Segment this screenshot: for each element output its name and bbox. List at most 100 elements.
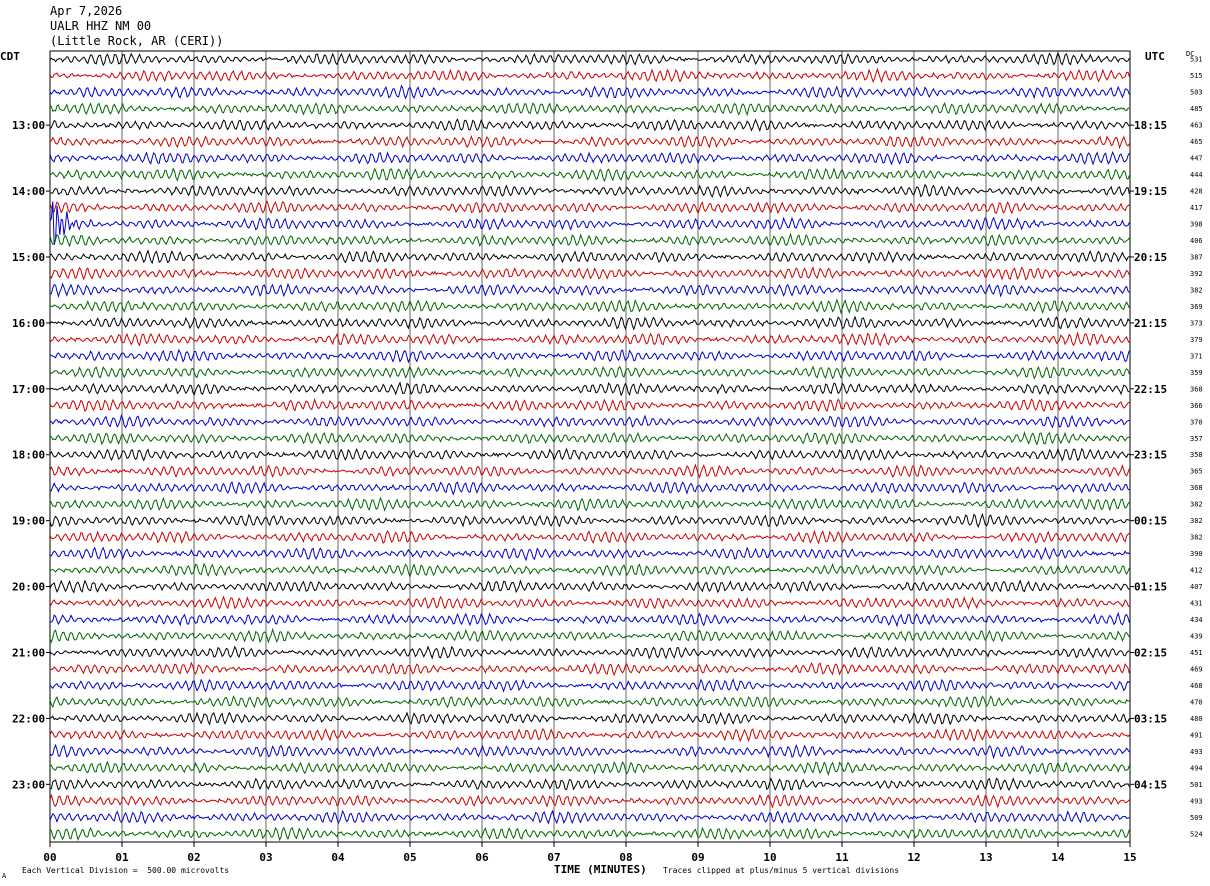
trace-row: [49, 348, 1130, 364]
left-hour-label: 22:00: [12, 712, 45, 725]
dc-offset-label: 468: [1190, 682, 1203, 690]
dc-offset-header: DC: [1186, 50, 1195, 58]
chart-date: Apr 7,2026: [50, 4, 123, 18]
left-hour-label: 15:00: [12, 251, 45, 264]
dc-offset-label: 509: [1190, 814, 1203, 822]
x-tick-label: 02: [187, 851, 200, 864]
x-axis-title: TIME (MINUTES): [554, 863, 647, 876]
station-code: UALR HHZ NM 00: [50, 19, 152, 33]
right-timezone-label: UTC: [1145, 50, 1165, 63]
dc-offset-label: 359: [1190, 369, 1203, 377]
right-hour-label: 23:15: [1134, 449, 1167, 462]
trace-row: [49, 201, 1130, 246]
dc-offset-label: 417: [1190, 204, 1203, 212]
trace-row: [49, 595, 1130, 611]
dc-offset-label: 494: [1190, 764, 1203, 772]
right-hour-label: 00:15: [1134, 515, 1167, 528]
left-hour-label: 18:00: [12, 449, 45, 462]
dc-offset-label: 407: [1190, 583, 1203, 591]
dc-offset-label: 398: [1190, 221, 1203, 229]
trace-row: [49, 793, 1130, 809]
right-hour-label: 22:15: [1134, 383, 1167, 396]
trace-row: [49, 777, 1130, 792]
x-tick-label: 04: [331, 851, 345, 864]
trace-row: [49, 150, 1130, 166]
trace-row: [49, 760, 1130, 776]
station-location: (Little Rock, AR (CERI)): [50, 34, 224, 48]
dc-offset-label: 382: [1190, 517, 1203, 525]
trace-row: [49, 249, 1130, 265]
right-hour-label: 02:15: [1134, 646, 1167, 659]
dc-offset-label: 392: [1190, 270, 1203, 278]
dc-offset-label: 358: [1190, 451, 1203, 459]
dc-offset-label: 366: [1190, 402, 1203, 410]
dc-offset-label: 463: [1190, 122, 1203, 130]
dc-offset-label: 382: [1190, 501, 1203, 509]
dc-offset-label: 439: [1190, 633, 1203, 641]
trace-row: [49, 232, 1130, 248]
x-tick-label: 15: [1123, 851, 1136, 864]
trace-row: [49, 397, 1130, 413]
left-hour-label: 17:00: [12, 383, 45, 396]
trace-row: [49, 546, 1130, 562]
dc-offset-label: 493: [1190, 748, 1203, 756]
dc-offset-label: 524: [1190, 830, 1203, 838]
dc-offset-label: 370: [1190, 418, 1203, 426]
trace-row: [49, 645, 1130, 660]
dc-offset-label: 493: [1190, 797, 1203, 805]
trace-row: [49, 381, 1130, 397]
trace-row: [49, 695, 1130, 709]
left-hour-label: 16:00: [12, 317, 45, 330]
trace-row: [49, 512, 1130, 529]
x-tick-label: 07: [547, 851, 560, 864]
trace-row: [49, 102, 1130, 117]
trace-row: [49, 661, 1130, 677]
dc-offset-label: 465: [1190, 138, 1203, 146]
trace-row: [49, 809, 1130, 825]
right-hour-label: 19:15: [1134, 185, 1167, 198]
trace-row: [49, 529, 1130, 545]
dc-offset-label: 387: [1190, 253, 1203, 261]
dc-offset-label: 501: [1190, 781, 1203, 789]
dc-offset-label: 515: [1190, 72, 1203, 80]
trace-row: [49, 167, 1130, 183]
trace-row: [49, 183, 1130, 199]
trace-row: [49, 611, 1130, 628]
trace-row: [49, 84, 1130, 100]
dc-offset-label: 491: [1190, 731, 1203, 739]
dc-offset-label: 434: [1190, 616, 1203, 624]
trace-row: [49, 331, 1130, 347]
dc-offset-label: 431: [1190, 600, 1203, 608]
trace-row: [49, 496, 1130, 512]
dc-offset-label: 357: [1190, 435, 1203, 443]
trace-row: [49, 413, 1130, 429]
trace-row: [49, 282, 1130, 299]
clip-note: Traces clipped at plus/minus 5 vertical …: [663, 866, 900, 875]
right-hour-label: 04:15: [1134, 778, 1167, 791]
trace-row: [49, 826, 1130, 842]
scale-note: Each Vertical Division = 500.00 microvol…: [22, 866, 230, 875]
dc-offset-label: 412: [1190, 567, 1203, 575]
right-hour-label: 01:15: [1134, 581, 1167, 594]
dc-offset-label: 480: [1190, 715, 1203, 723]
corner-mark: A: [2, 872, 7, 880]
dc-offset-label: 503: [1190, 89, 1203, 97]
dc-offset-label: 406: [1190, 237, 1203, 245]
dc-offset-label: 371: [1190, 352, 1203, 360]
dc-offset-label: 469: [1190, 665, 1203, 673]
trace-row: [49, 365, 1130, 380]
right-hour-label: 21:15: [1134, 317, 1167, 330]
left-hour-label: 19:00: [12, 515, 45, 528]
trace-row: [49, 678, 1130, 693]
x-tick-label: 14: [1051, 851, 1065, 864]
dc-offset-label: 382: [1190, 286, 1203, 294]
trace-row: [49, 711, 1130, 726]
trace-row: [49, 562, 1130, 578]
trace-row: [49, 200, 1130, 215]
right-hour-label: 20:15: [1134, 251, 1167, 264]
dc-offset-label: 369: [1190, 303, 1203, 311]
dc-offset-label: 531: [1190, 56, 1203, 64]
dc-offset-label: 368: [1190, 385, 1203, 393]
trace-row: [49, 463, 1130, 479]
